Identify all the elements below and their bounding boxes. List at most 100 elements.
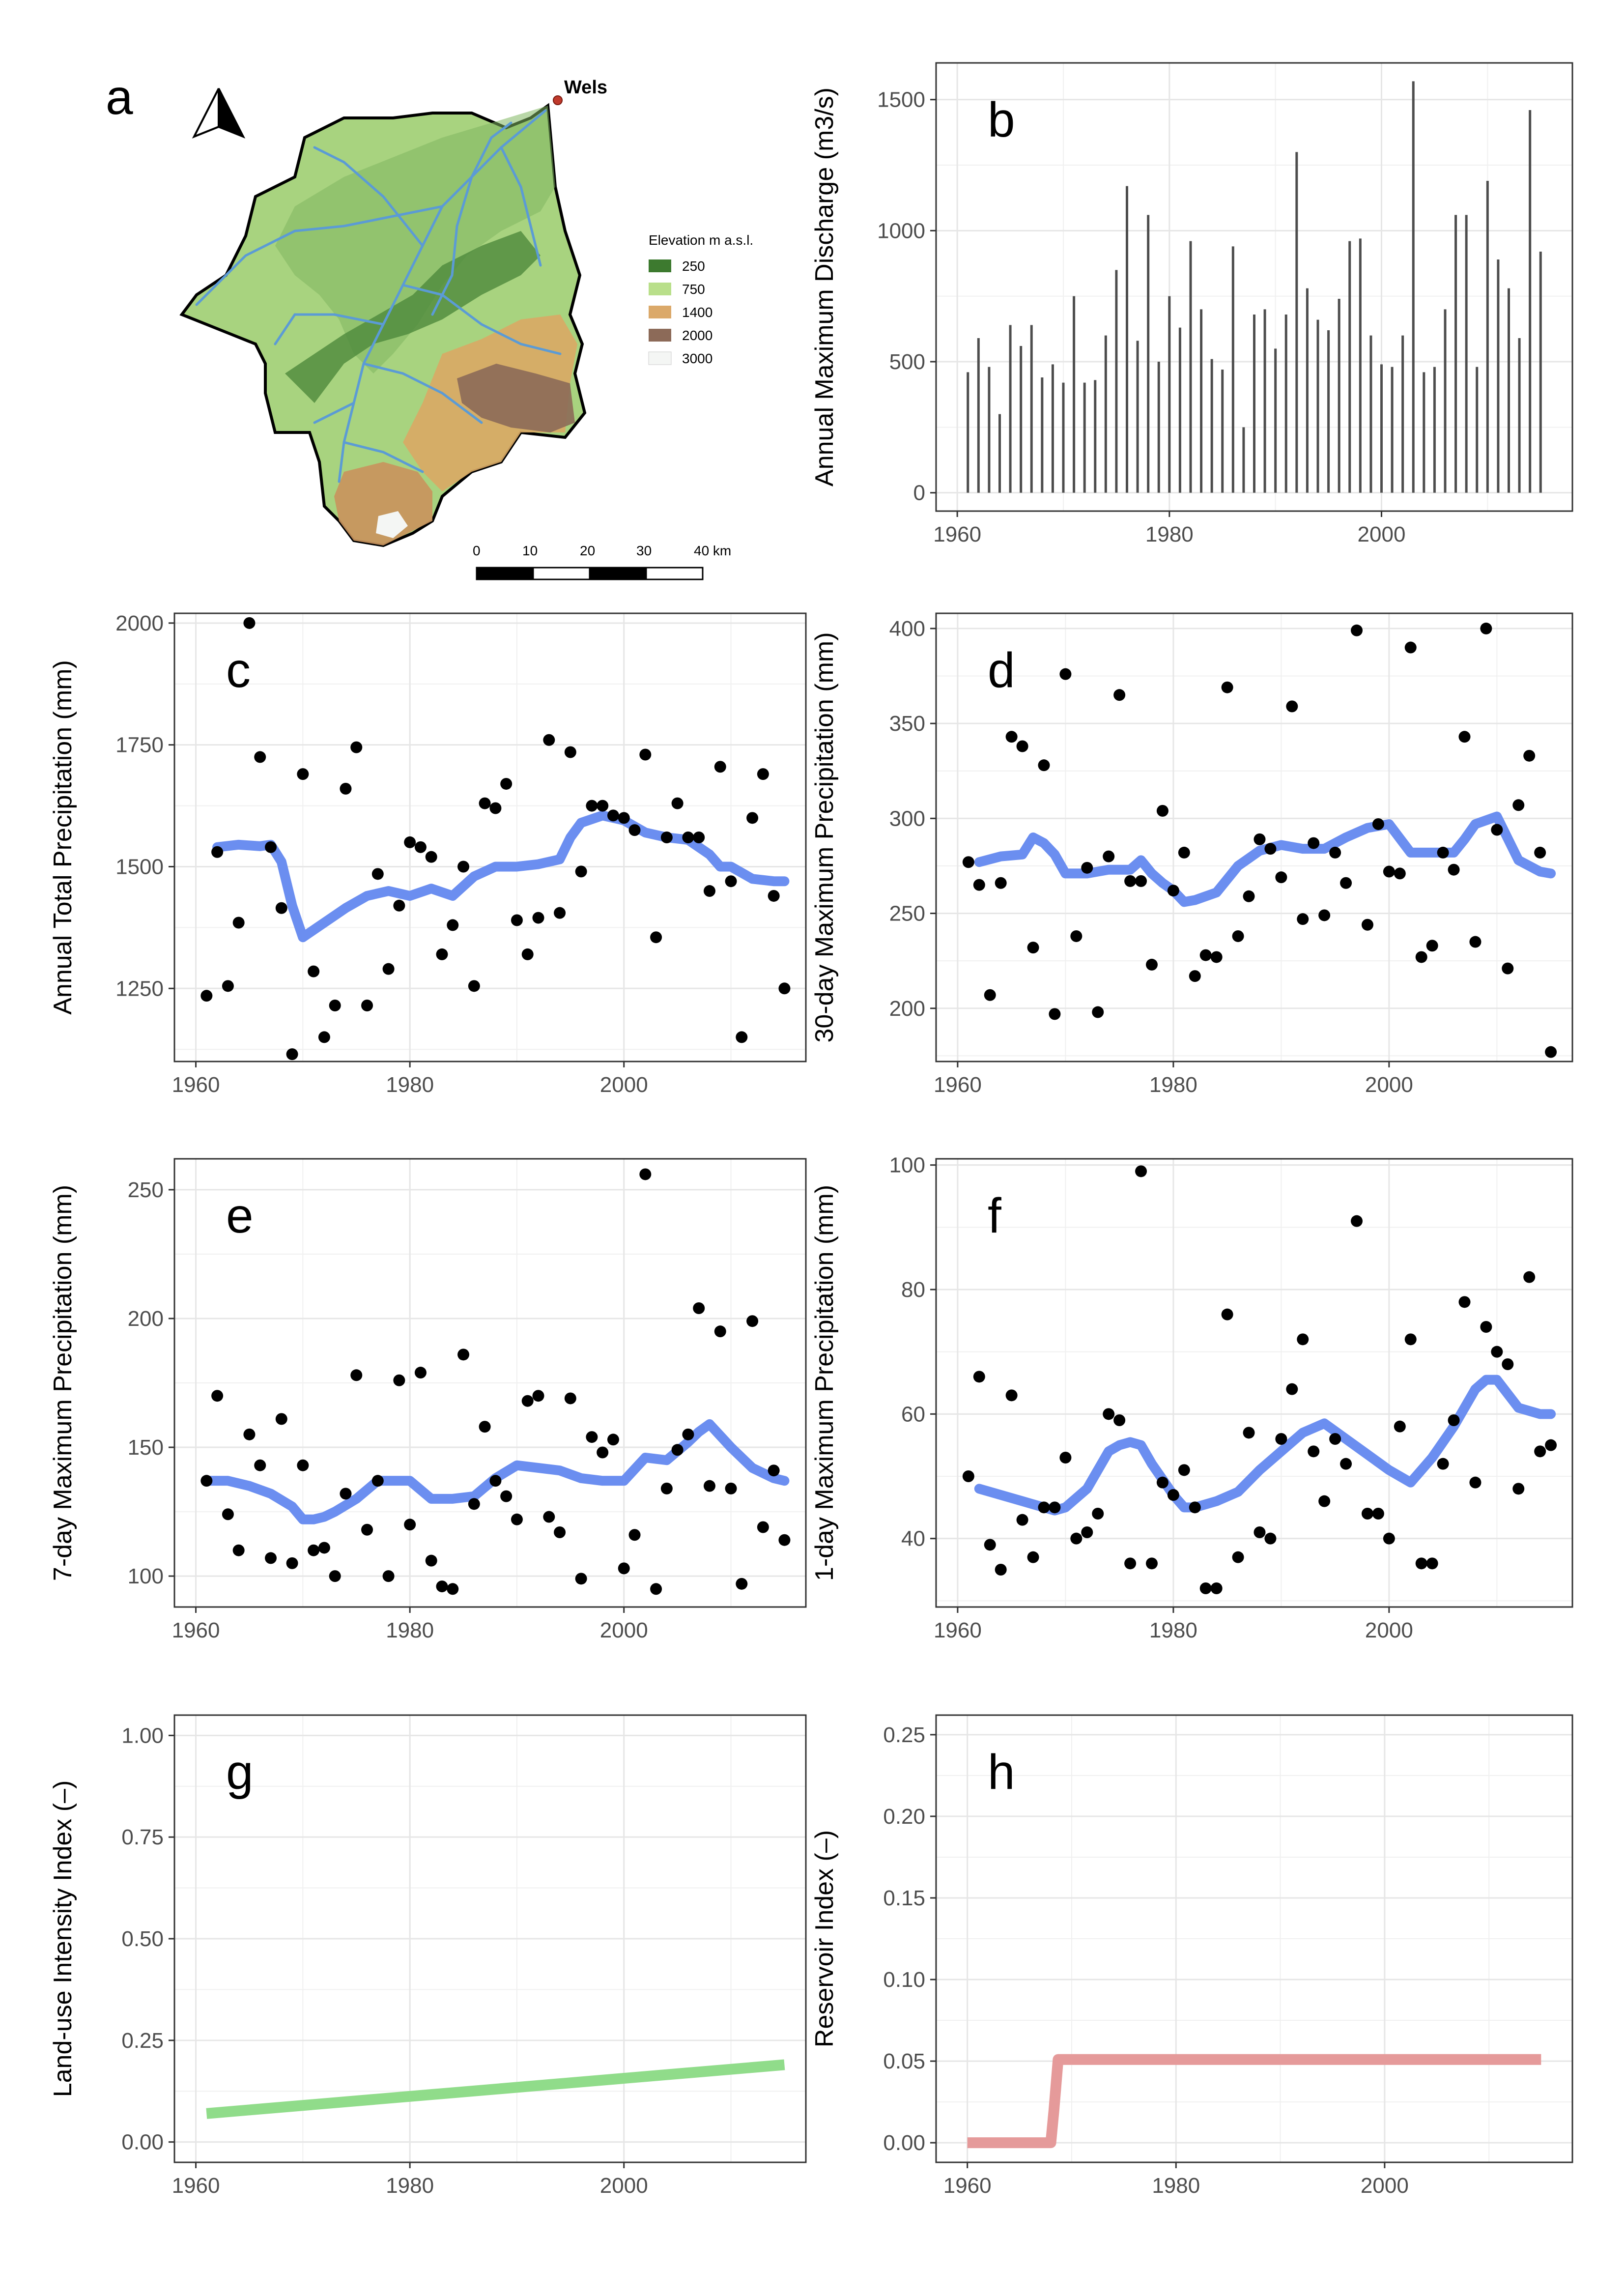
data-point bbox=[468, 980, 480, 992]
data-point bbox=[371, 868, 384, 880]
data-point bbox=[1232, 930, 1244, 942]
y-axis-label: Annual Total Precipitation (mm) bbox=[49, 660, 77, 1015]
data-point bbox=[1308, 1445, 1320, 1458]
data-point bbox=[1372, 1508, 1384, 1520]
y-tick-label: 200 bbox=[128, 1307, 164, 1331]
data-point bbox=[425, 851, 437, 863]
y-tick-label: 1000 bbox=[877, 219, 925, 243]
data-point bbox=[232, 1544, 245, 1556]
data-point bbox=[1221, 681, 1233, 693]
data-point bbox=[265, 1552, 277, 1564]
data-point bbox=[1199, 1582, 1212, 1594]
data-point bbox=[660, 1482, 673, 1494]
data-point bbox=[650, 931, 662, 944]
data-point bbox=[457, 1349, 470, 1361]
data-point bbox=[1491, 1346, 1503, 1358]
data-point bbox=[1005, 1389, 1018, 1402]
y-tick-label: 100 bbox=[889, 1153, 925, 1177]
data-point bbox=[489, 802, 502, 814]
y-axis-label: 30-day Maximum Precipitation (mm) bbox=[810, 632, 839, 1042]
x-tick-label: 1980 bbox=[1149, 1618, 1197, 1642]
data-point bbox=[1243, 1427, 1255, 1439]
data-point bbox=[511, 914, 523, 926]
data-point bbox=[586, 800, 598, 812]
north-arrow-icon bbox=[192, 88, 246, 139]
x-tick-label: 2000 bbox=[1358, 522, 1406, 546]
data-point bbox=[1448, 863, 1460, 876]
data-point bbox=[297, 768, 309, 780]
data-point bbox=[1329, 846, 1341, 859]
data-point bbox=[1523, 1271, 1536, 1283]
data-point bbox=[479, 797, 491, 809]
y-tick-label: 100 bbox=[128, 1564, 164, 1588]
legend-label-2000: 2000 bbox=[682, 328, 712, 343]
data-point bbox=[1103, 1408, 1115, 1420]
data-point bbox=[1103, 850, 1115, 862]
data-point bbox=[671, 797, 684, 809]
data-point bbox=[404, 836, 416, 848]
plot-border bbox=[935, 1714, 1573, 2163]
town-marker-icon bbox=[553, 95, 563, 105]
scale-label-0: 0 bbox=[473, 543, 481, 558]
data-point bbox=[361, 1523, 373, 1536]
data-point bbox=[1318, 909, 1331, 921]
data-point bbox=[1092, 1006, 1104, 1018]
data-point bbox=[457, 861, 470, 873]
data-point bbox=[736, 1031, 748, 1043]
data-point bbox=[479, 1421, 491, 1433]
plot-border bbox=[173, 1714, 807, 2163]
data-point bbox=[778, 982, 791, 995]
data-point bbox=[1469, 1476, 1482, 1489]
map-panel: a bbox=[106, 70, 753, 580]
legend-swatch-750 bbox=[649, 283, 671, 295]
data-point bbox=[393, 899, 405, 912]
data-point bbox=[628, 1529, 641, 1541]
legend-title: Elevation m a.s.l. bbox=[649, 232, 753, 248]
data-point bbox=[222, 1508, 234, 1521]
panel-label-c: c bbox=[226, 643, 251, 698]
data-point bbox=[254, 1459, 266, 1471]
y-axis-label: 1-day Maximum Precipitation (mm) bbox=[810, 1185, 839, 1581]
data-point bbox=[521, 1395, 534, 1407]
data-point bbox=[778, 1534, 791, 1546]
y-tick-label: 1.00 bbox=[121, 1723, 164, 1748]
legend-swatch-2000 bbox=[649, 329, 671, 342]
data-point bbox=[1254, 833, 1266, 845]
data-point bbox=[1081, 1526, 1093, 1538]
x-tick-label: 2000 bbox=[600, 1073, 648, 1097]
data-point bbox=[1394, 1420, 1406, 1433]
data-point bbox=[1286, 700, 1298, 713]
data-point bbox=[1124, 1557, 1137, 1570]
data-point bbox=[1145, 1557, 1158, 1570]
data-point bbox=[746, 1315, 759, 1327]
data-point bbox=[1178, 1464, 1190, 1476]
data-point bbox=[1351, 1215, 1363, 1227]
smooth-trend-line bbox=[974, 1375, 1556, 1516]
y-tick-label: 1500 bbox=[115, 855, 164, 879]
data-point bbox=[1502, 962, 1514, 975]
data-point bbox=[962, 1470, 974, 1482]
data-point bbox=[682, 832, 694, 843]
data-point bbox=[340, 1488, 352, 1500]
data-point bbox=[1383, 865, 1395, 878]
legend-swatch-250 bbox=[649, 259, 671, 272]
smooth-trend-line bbox=[212, 810, 790, 943]
legend-label-250: 250 bbox=[682, 258, 705, 274]
data-point bbox=[1113, 1414, 1126, 1426]
plot-border bbox=[173, 612, 807, 1062]
data-point bbox=[1232, 1551, 1244, 1563]
data-point bbox=[1038, 1501, 1050, 1514]
data-point bbox=[1027, 1551, 1039, 1563]
chart-panel-e: 1960 1980 2000 100 150 200 250 e 7-day Maximum P… bbox=[49, 1158, 807, 1642]
y-tick-label: 0.50 bbox=[121, 1927, 164, 1951]
data-point bbox=[1404, 641, 1417, 654]
data-point bbox=[371, 1475, 384, 1487]
data-point bbox=[1286, 1383, 1298, 1395]
data-point bbox=[962, 856, 974, 868]
data-point bbox=[393, 1374, 405, 1386]
y-tick-label: 0.20 bbox=[883, 1805, 925, 1829]
data-point bbox=[286, 1048, 298, 1061]
data-point bbox=[995, 1564, 1007, 1576]
data-point bbox=[1372, 818, 1384, 830]
